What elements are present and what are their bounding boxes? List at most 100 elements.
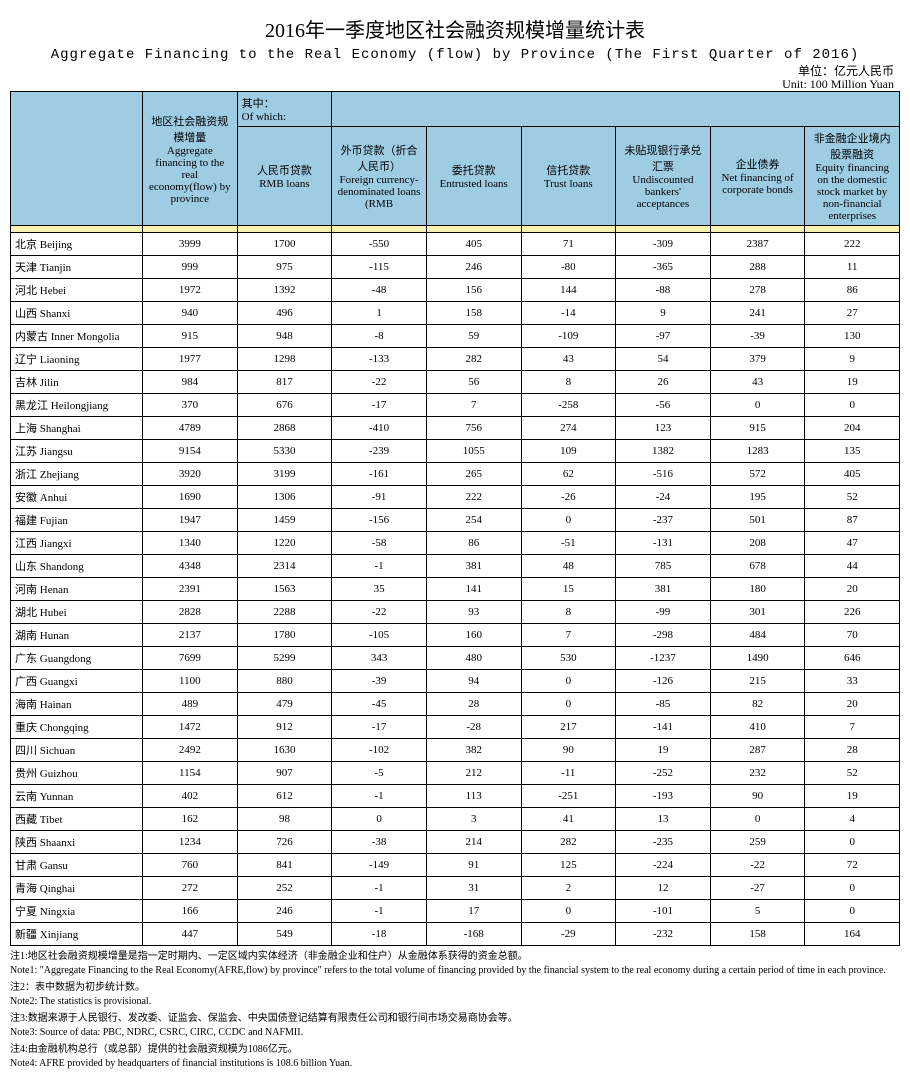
data-cell: 2391: [143, 578, 238, 601]
data-cell: 33: [805, 670, 900, 693]
data-cell: 479: [237, 693, 332, 716]
data-cell: 7: [521, 624, 616, 647]
data-cell: 125: [521, 854, 616, 877]
data-cell: 19: [805, 371, 900, 394]
data-cell: 0: [521, 509, 616, 532]
data-cell: -550: [332, 233, 427, 256]
data-cell: 880: [237, 670, 332, 693]
province-name: 吉林 Jilin: [11, 371, 143, 394]
data-cell: 195: [710, 486, 805, 509]
data-cell: 48: [521, 555, 616, 578]
province-name: 辽宁 Liaoning: [11, 348, 143, 371]
data-cell: 1154: [143, 762, 238, 785]
data-cell: 123: [616, 417, 711, 440]
province-name: 山东 Shandong: [11, 555, 143, 578]
province-name: 浙江 Zhejiang: [11, 463, 143, 486]
header-bond: 企业债券 Net financing of corporate bonds: [710, 127, 805, 226]
data-cell: 272: [143, 877, 238, 900]
header-yellow-cell: [426, 226, 521, 233]
data-cell: 1: [332, 302, 427, 325]
data-cell: 71: [521, 233, 616, 256]
data-cell: 8: [521, 371, 616, 394]
data-cell: 246: [237, 900, 332, 923]
data-cell: 2: [521, 877, 616, 900]
data-cell: -58: [332, 532, 427, 555]
province-name: 湖南 Hunan: [11, 624, 143, 647]
table-row: 广西 Guangxi1100880-39940-12621533: [11, 670, 900, 693]
data-table: 地区社会融资规模增量 Aggregate financing to the re…: [10, 91, 900, 946]
note-zh: 注4:由金融机构总行（或总部）提供的社会融资规模为1086亿元。: [10, 1043, 900, 1057]
data-cell: 381: [616, 578, 711, 601]
table-row: 湖南 Hunan21371780-1051607-29848470: [11, 624, 900, 647]
data-cell: 215: [710, 670, 805, 693]
data-cell: 222: [805, 233, 900, 256]
data-cell: -45: [332, 693, 427, 716]
province-name: 山西 Shanxi: [11, 302, 143, 325]
province-name: 上海 Shanghai: [11, 417, 143, 440]
data-cell: 0: [710, 808, 805, 831]
data-cell: -410: [332, 417, 427, 440]
province-name: 广东 Guangdong: [11, 647, 143, 670]
data-cell: 1392: [237, 279, 332, 302]
data-cell: 5330: [237, 440, 332, 463]
province-name: 云南 Yunnan: [11, 785, 143, 808]
data-cell: 0: [805, 394, 900, 417]
data-cell: 47: [805, 532, 900, 555]
data-cell: 612: [237, 785, 332, 808]
data-cell: 1340: [143, 532, 238, 555]
province-name: 重庆 Chongqing: [11, 716, 143, 739]
data-cell: 54: [616, 348, 711, 371]
header-ofwhich: 其中： Of which:: [237, 92, 332, 127]
data-cell: 164: [805, 923, 900, 946]
data-cell: 98: [237, 808, 332, 831]
table-row: 黑龙江 Heilongjiang370676-177-258-5600: [11, 394, 900, 417]
data-cell: 2492: [143, 739, 238, 762]
data-cell: 1700: [237, 233, 332, 256]
data-cell: 9: [805, 348, 900, 371]
data-cell: 59: [426, 325, 521, 348]
data-cell: -235: [616, 831, 711, 854]
data-cell: 20: [805, 693, 900, 716]
province-name: 福建 Fujian: [11, 509, 143, 532]
header-yellow-cell: [11, 226, 143, 233]
data-cell: 2387: [710, 233, 805, 256]
table-row: 陕西 Shaanxi1234726-38214282-2352590: [11, 831, 900, 854]
data-cell: -105: [332, 624, 427, 647]
data-cell: 28: [426, 693, 521, 716]
data-cell: 4: [805, 808, 900, 831]
data-cell: -161: [332, 463, 427, 486]
data-cell: 1977: [143, 348, 238, 371]
data-cell: 252: [237, 877, 332, 900]
header-empty: [11, 92, 143, 226]
data-cell: 288: [710, 256, 805, 279]
data-cell: 4348: [143, 555, 238, 578]
province-name: 西藏 Tibet: [11, 808, 143, 831]
province-name: 青海 Qinghai: [11, 877, 143, 900]
data-cell: 93: [426, 601, 521, 624]
data-cell: 0: [805, 900, 900, 923]
data-cell: -149: [332, 854, 427, 877]
data-cell: 265: [426, 463, 521, 486]
table-row: 内蒙古 Inner Mongolia915948-859-109-97-3913…: [11, 325, 900, 348]
data-cell: 907: [237, 762, 332, 785]
data-cell: 212: [426, 762, 521, 785]
data-cell: 370: [143, 394, 238, 417]
data-cell: 817: [237, 371, 332, 394]
data-cell: -102: [332, 739, 427, 762]
data-cell: -99: [616, 601, 711, 624]
data-cell: 489: [143, 693, 238, 716]
data-cell: 646: [805, 647, 900, 670]
data-cell: 162: [143, 808, 238, 831]
data-cell: -97: [616, 325, 711, 348]
data-cell: 232: [710, 762, 805, 785]
data-cell: 484: [710, 624, 805, 647]
data-cell: 208: [710, 532, 805, 555]
data-cell: -14: [521, 302, 616, 325]
data-cell: -133: [332, 348, 427, 371]
data-cell: 7699: [143, 647, 238, 670]
table-row: 宁夏 Ningxia166246-1170-10150: [11, 900, 900, 923]
data-cell: -252: [616, 762, 711, 785]
data-cell: 56: [426, 371, 521, 394]
province-name: 安徽 Anhui: [11, 486, 143, 509]
data-cell: 915: [143, 325, 238, 348]
